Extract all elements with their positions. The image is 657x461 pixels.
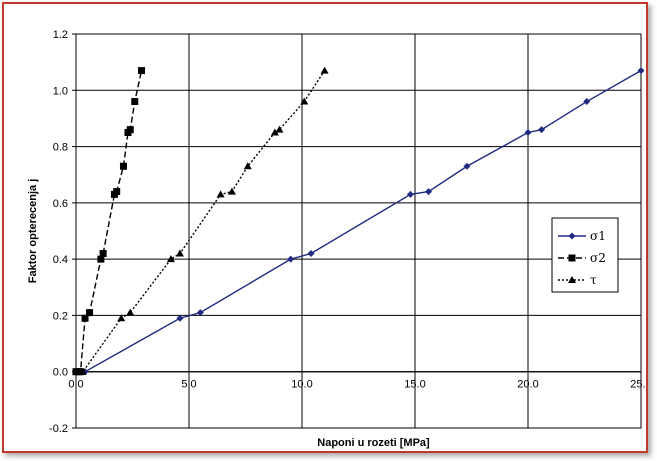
- data-point-sigma1: [176, 314, 184, 322]
- data-point-sigma2: [131, 98, 139, 106]
- data-point-sigma2: [97, 255, 105, 263]
- data-point-tau: [300, 97, 309, 105]
- y-tick-label: 0.0: [53, 367, 68, 379]
- legend: σ1 σ2 τ: [551, 217, 619, 293]
- y-axis-title: Faktor opterecenja j: [27, 179, 39, 284]
- x-tick-label: 20.0: [517, 379, 538, 391]
- legend-label-sigma2: σ2: [590, 251, 606, 265]
- x-tick-label: 0.0: [68, 379, 83, 391]
- data-point-sigma1: [583, 98, 591, 106]
- y-tick-label: 1.0: [53, 85, 68, 97]
- data-point-sigma1: [287, 255, 295, 263]
- y-tick-label: 0.6: [53, 198, 68, 210]
- data-point-tau: [270, 128, 279, 136]
- data-point-tau: [78, 367, 87, 375]
- data-point-sigma2: [86, 309, 94, 317]
- x-tick-label: 10.0: [291, 379, 312, 391]
- legend-box: [551, 217, 619, 293]
- data-point-sigma2: [126, 126, 134, 134]
- legend-sample-sigma2: [558, 254, 586, 262]
- y-tick-label: 0.2: [53, 310, 68, 322]
- series-line-tau: [76, 70, 326, 373]
- data-point-sigma1: [196, 309, 204, 317]
- chart: 0.0 5.0 10.0 15.0 20.0 25.0 -0.2 0.0 0.2 0.4 0.6 0.…: [27, 29, 646, 449]
- x-tick-label: 25.0: [630, 379, 646, 391]
- x-tick-label: 15.0: [404, 379, 425, 391]
- data-point-tau: [117, 314, 126, 322]
- legend-sample-tau: [558, 276, 586, 283]
- tick-labels: 0.0 5.0 10.0 15.0 20.0 25.0 -0.2 0.0 0.2 0.4 0.6 0.…: [49, 29, 646, 435]
- x-tick-label: 5.0: [181, 379, 196, 391]
- legend-sample-sigma1: [558, 232, 586, 240]
- data-point-sigma1: [538, 126, 546, 134]
- data-point-tau: [126, 308, 135, 316]
- y-tick-label: 1.2: [53, 29, 68, 41]
- series-layer: [72, 66, 645, 376]
- legend-entry-sigma2: σ2: [558, 251, 606, 265]
- data-point-sigma2: [113, 188, 121, 196]
- data-point-sigma2: [119, 162, 127, 170]
- x-axis-title: Naponi u rozeti [MPa]: [317, 437, 430, 449]
- legend-marker-tau: [568, 276, 576, 283]
- data-point-tau: [227, 187, 236, 195]
- legend-label-tau: τ: [590, 273, 597, 287]
- y-tick-label: 0.8: [53, 142, 68, 154]
- data-point-sigma1: [463, 162, 471, 170]
- series-tau: [72, 66, 329, 375]
- y-tick-label: -0.2: [49, 423, 68, 435]
- legend-entry-sigma1: σ1: [558, 229, 606, 243]
- data-point-sigma2: [81, 314, 89, 322]
- axes: [72, 33, 642, 429]
- data-point-sigma1: [524, 129, 532, 136]
- legend-entry-tau: τ: [558, 273, 597, 287]
- data-point-tau: [175, 249, 184, 257]
- legend-label-sigma1: σ1: [590, 229, 606, 243]
- y-tick-label: 0.4: [53, 254, 68, 266]
- legend-marker-sigma1: [568, 232, 576, 240]
- data-point-sigma1: [307, 250, 315, 258]
- data-point-tau: [275, 125, 284, 133]
- plot-area: [76, 34, 641, 428]
- data-point-tau: [243, 162, 252, 170]
- data-point-sigma1: [406, 190, 414, 198]
- data-point-tau: [320, 66, 329, 74]
- legend-marker-sigma2: [568, 254, 576, 262]
- data-point-sigma1: [425, 188, 433, 196]
- plot-border: [75, 33, 642, 429]
- data-point-sigma2: [138, 67, 146, 75]
- chart-frame: 0.0 5.0 10.0 15.0 20.0 25.0 -0.2 0.0 0.2 0.4 0.6 0.…: [2, 2, 648, 453]
- data-point-sigma1: [637, 67, 645, 75]
- data-point-sigma2: [99, 250, 107, 258]
- data-point-tau: [166, 255, 175, 263]
- data-point-tau: [216, 190, 225, 198]
